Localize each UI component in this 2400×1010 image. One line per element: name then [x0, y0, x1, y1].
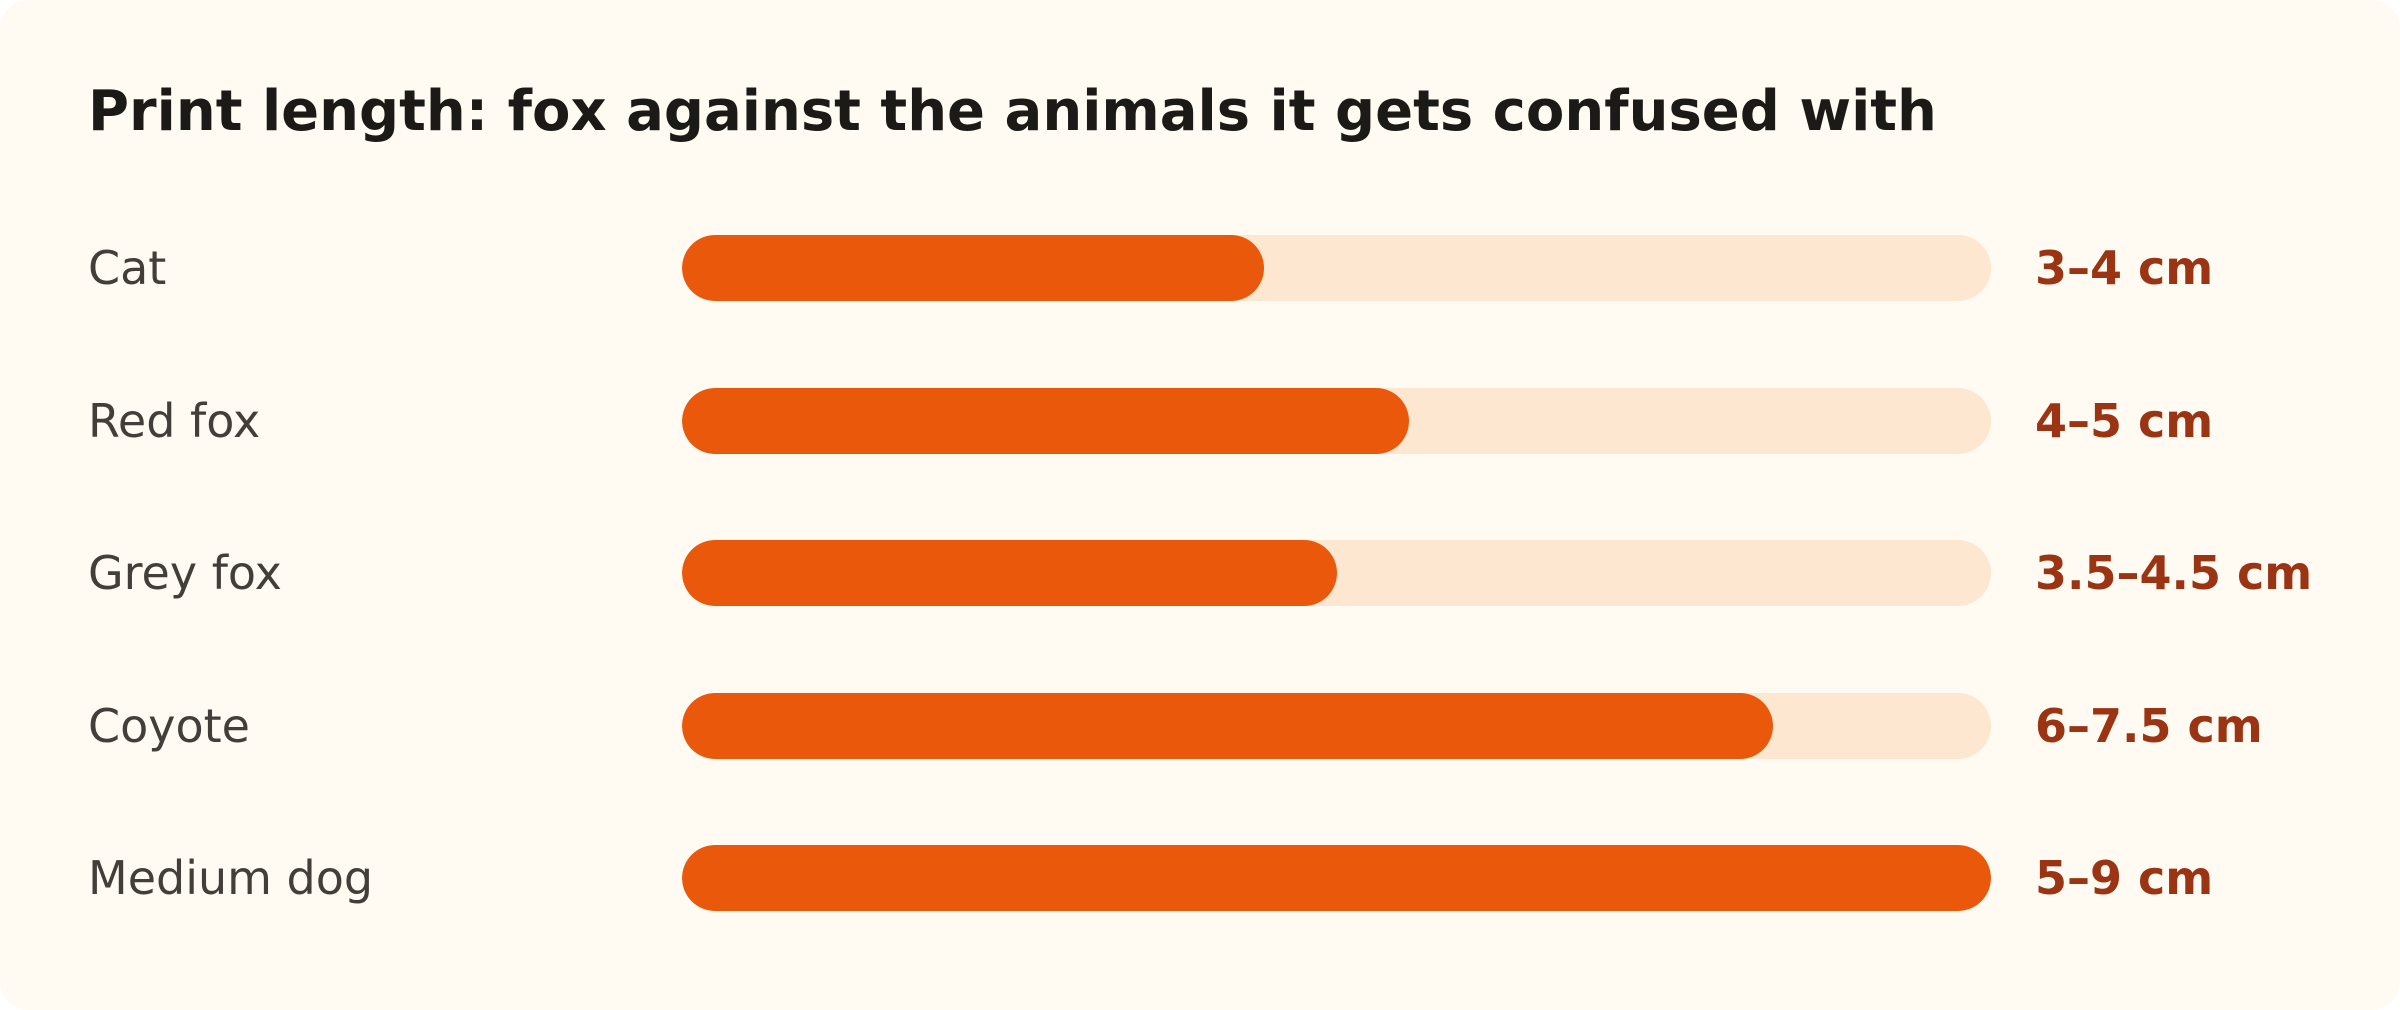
category-label: Cat — [88, 241, 167, 295]
bar-track — [682, 387, 1991, 454]
value-label: 6–7.5 cm — [2035, 698, 2263, 753]
category-label: Coyote — [88, 698, 250, 753]
bar-track — [682, 845, 1991, 911]
bar-track — [682, 540, 1991, 606]
category-label: Grey fox — [88, 546, 282, 600]
value-label: 3.5–4.5 cm — [2035, 546, 2313, 600]
category-label: Red fox — [88, 393, 261, 448]
chart-title: Print length: fox against the animals it… — [88, 79, 1937, 144]
value-label: 4–5 cm — [2035, 393, 2214, 448]
bar-row: Coyote 6–7.5 cm — [0, 692, 2400, 759]
bar — [682, 387, 1410, 454]
bar — [682, 845, 1991, 911]
category-label: Medium dog — [88, 851, 374, 905]
bar — [682, 692, 1773, 759]
bar-row: Cat 3–4 cm — [0, 235, 2400, 301]
bar — [682, 540, 1337, 606]
bar-row: Medium dog 5–9 cm — [0, 845, 2400, 911]
bar-track — [682, 235, 1991, 301]
bar-row: Grey fox 3.5–4.5 cm — [0, 540, 2400, 606]
value-label: 3–4 cm — [2035, 241, 2214, 295]
value-label: 5–9 cm — [2035, 851, 2214, 905]
bar-row: Red fox 4–5 cm — [0, 387, 2400, 454]
bar — [682, 235, 1264, 301]
bar-track — [682, 692, 1991, 759]
